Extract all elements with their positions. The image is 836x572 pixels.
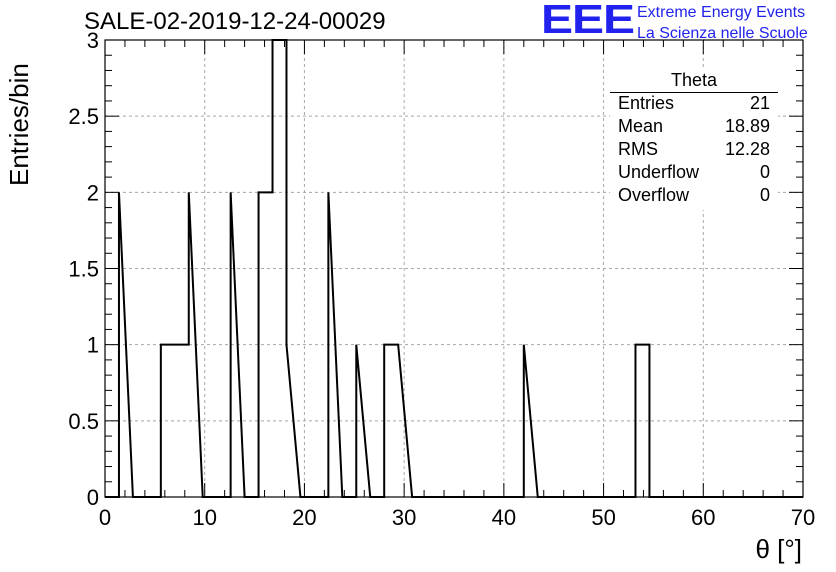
histogram-bin — [384, 345, 398, 497]
stats-label: Mean — [618, 116, 664, 136]
x-tick-label: 0 — [99, 505, 111, 530]
stats-value: 12.28 — [724, 139, 770, 159]
stats-label: Overflow — [618, 185, 690, 205]
y-tick-label: 3 — [87, 28, 99, 53]
y-tick-label: 0.5 — [68, 409, 99, 434]
logo-line-1: Extreme Energy Events — [637, 4, 806, 21]
logo-line-2: La Scienza nelle Scuole — [637, 25, 808, 42]
chart-title: SALE-02-2019-12-24-00029 — [84, 8, 386, 35]
x-tick-label: 20 — [292, 505, 316, 530]
y-tick-label: 2.5 — [68, 104, 99, 129]
stats-label: RMS — [618, 139, 658, 159]
stats-label: Underflow — [618, 162, 700, 182]
y-tick-label: 2 — [87, 180, 99, 205]
stats-value: 21 — [749, 93, 770, 113]
histogram-bin — [259, 192, 273, 497]
stats-title: Theta — [670, 70, 718, 90]
stats-value: 18.89 — [724, 116, 770, 136]
stats-value: 0 — [759, 185, 770, 205]
y-tick-label: 1.5 — [68, 257, 99, 282]
stats-row-overflow: Overflow 0 — [618, 185, 770, 206]
stats-label: Entries — [618, 93, 675, 113]
stats-value: 0 — [759, 162, 770, 182]
x-tick-label: 30 — [392, 505, 416, 530]
stats-divider — [610, 92, 778, 93]
eee-logo: EEE — [541, 0, 635, 43]
histogram-bin — [175, 345, 189, 497]
y-tick-label: 1 — [87, 333, 99, 358]
x-tick-label: 10 — [192, 505, 216, 530]
stats-box: Theta Entries 21 Mean 18.89 RMS 12.28 Un… — [610, 70, 778, 210]
x-tick-label: 60 — [691, 505, 715, 530]
stats-row-rms: RMS 12.28 — [618, 139, 770, 160]
stats-row-mean: Mean 18.89 — [618, 116, 770, 137]
x-axis-label: θ [°] — [755, 534, 802, 564]
x-tick-label: 70 — [791, 505, 815, 530]
y-axis-label: Entries/bin — [4, 63, 34, 186]
stats-row-entries: Entries 21 — [618, 93, 770, 114]
stats-row-underflow: Underflow 0 — [618, 162, 770, 183]
y-tick-label: 0 — [87, 485, 99, 510]
x-tick-label: 50 — [591, 505, 615, 530]
histogram-outline — [105, 39, 803, 498]
x-tick-label: 40 — [492, 505, 516, 530]
